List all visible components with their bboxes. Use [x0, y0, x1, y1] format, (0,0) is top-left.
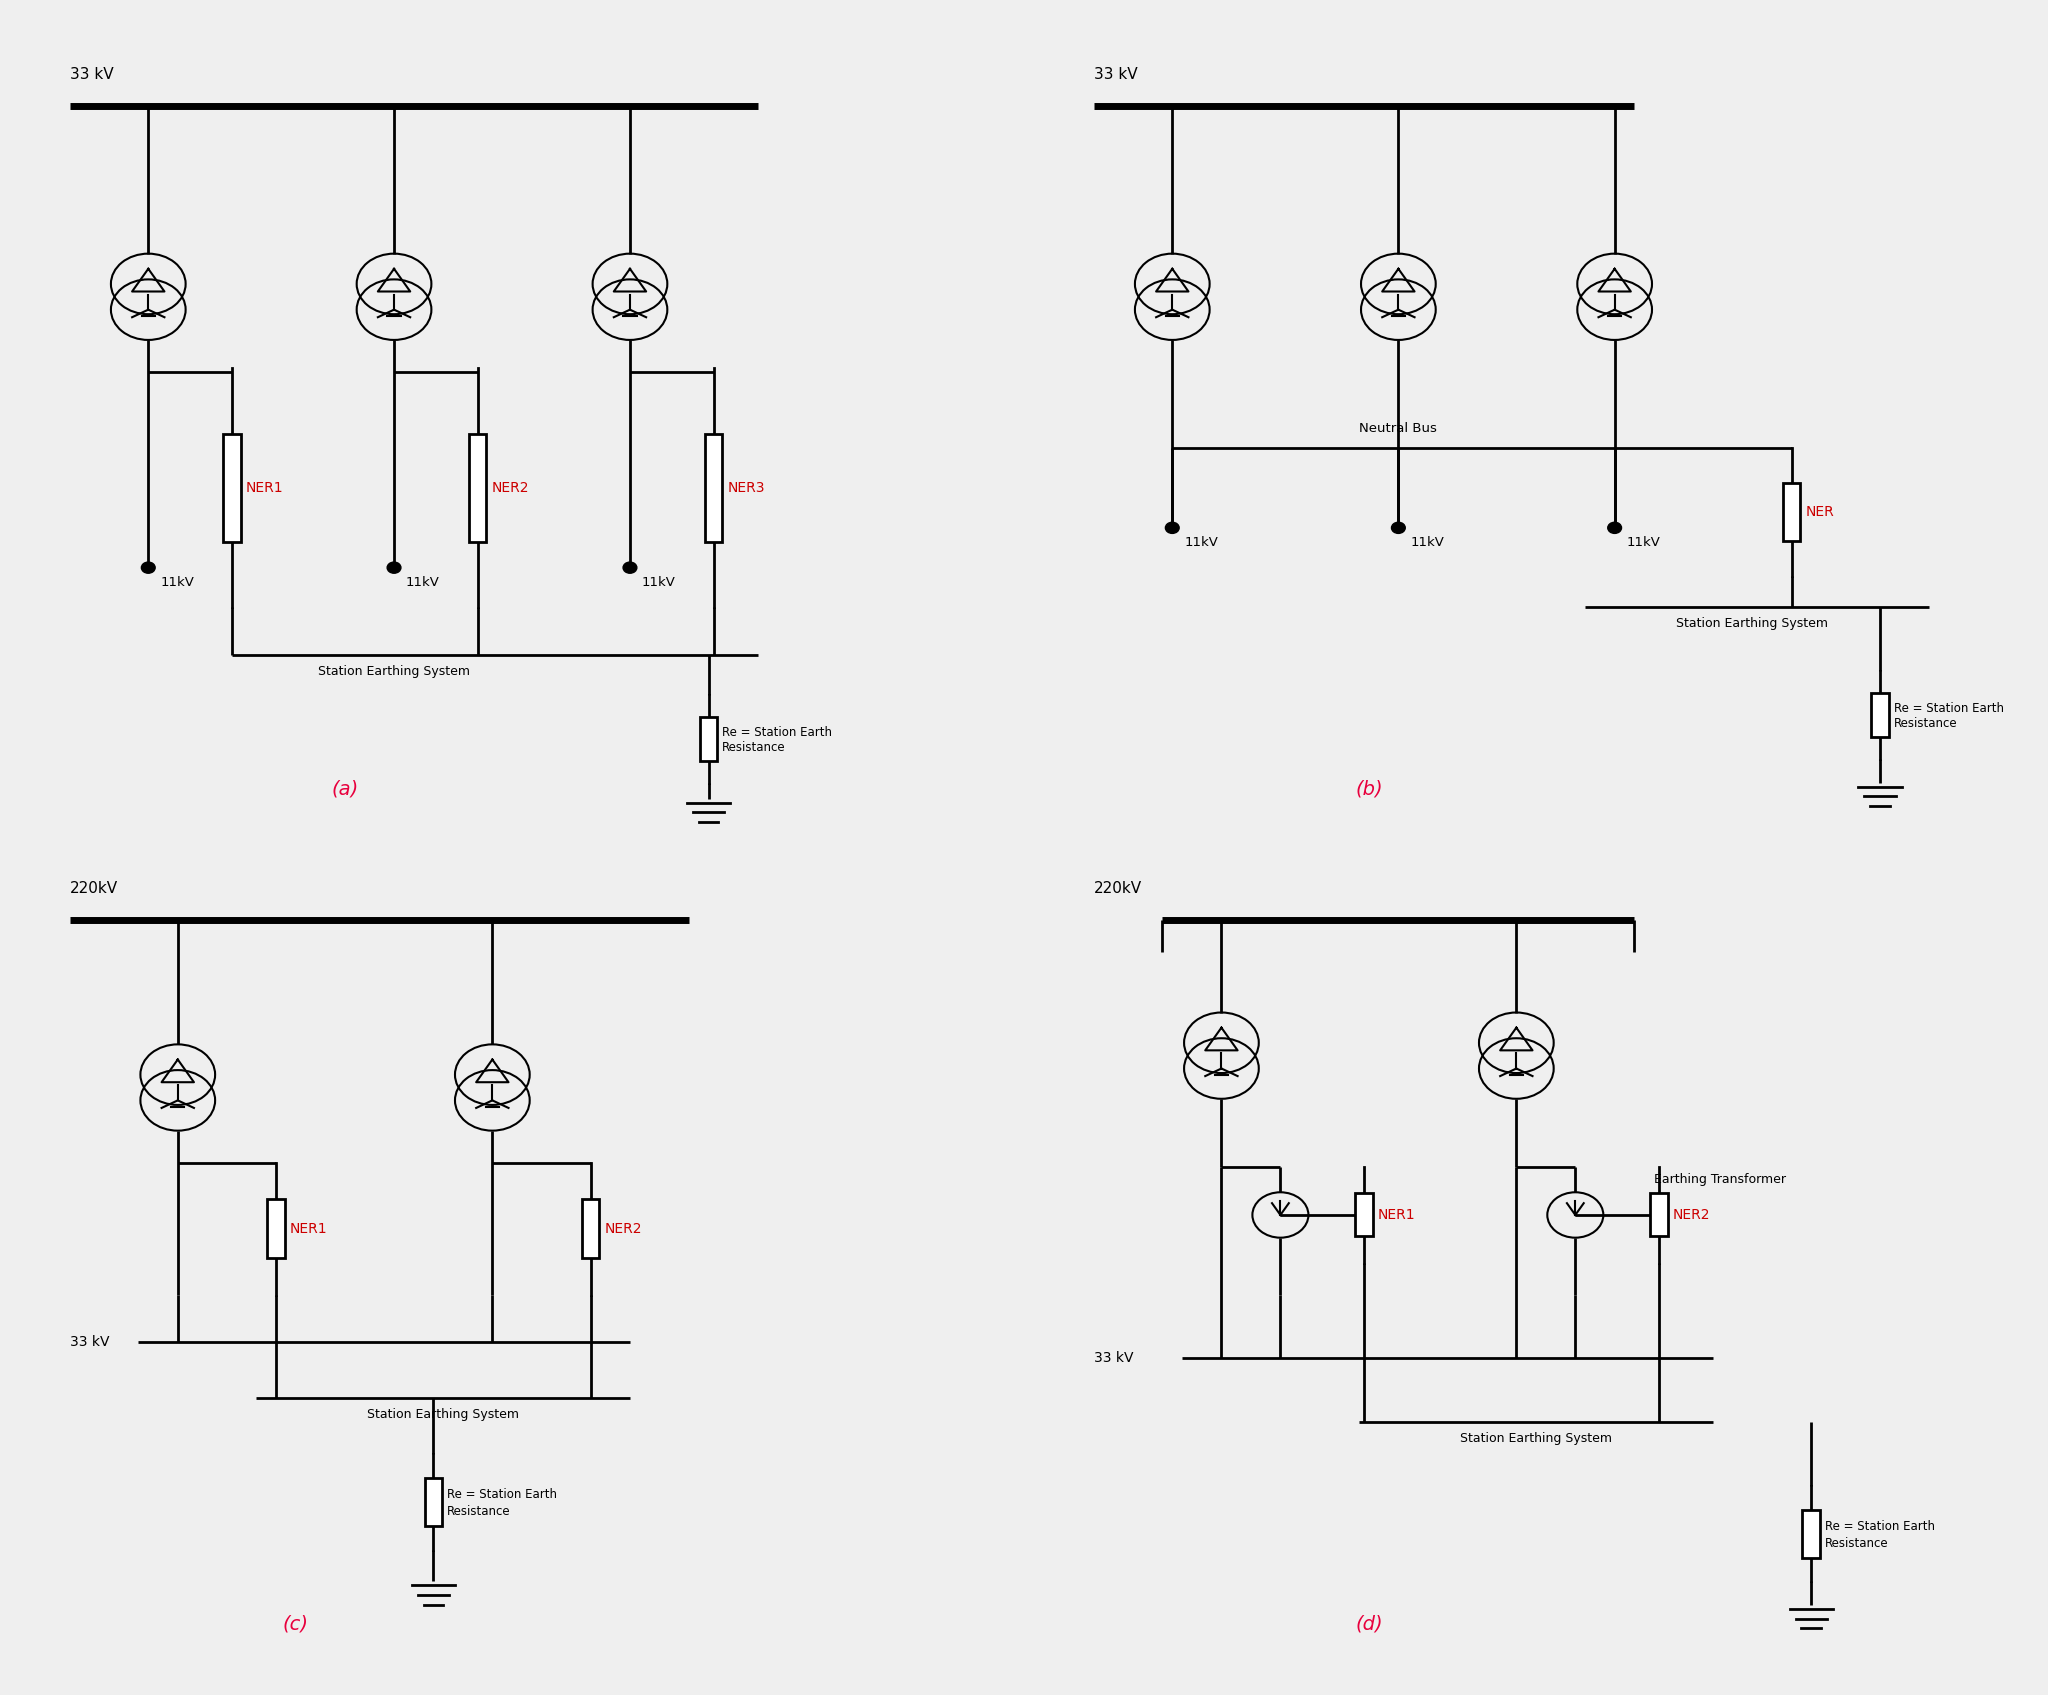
Text: NER1: NER1 [1378, 1209, 1415, 1222]
Bar [1802, 1510, 1821, 1558]
Text: 11kV: 11kV [1411, 536, 1444, 549]
Bar [1651, 1193, 1667, 1236]
Text: NER3: NER3 [727, 481, 764, 495]
Text: Station Earthing System: Station Earthing System [317, 664, 471, 678]
Text: 220kV: 220kV [70, 881, 117, 897]
Circle shape [141, 563, 156, 573]
Text: (a): (a) [332, 780, 358, 798]
Circle shape [1165, 522, 1180, 534]
Text: 11kV: 11kV [641, 576, 676, 588]
Text: Resistance: Resistance [1894, 717, 1958, 731]
Text: 33 kV: 33 kV [1094, 1351, 1133, 1366]
Text: Re = Station Earth: Re = Station Earth [1825, 1520, 1935, 1532]
Text: Re = Station Earth: Re = Station Earth [446, 1488, 557, 1502]
Bar [424, 1478, 442, 1526]
Text: Earthing Transformer: Earthing Transformer [1655, 1173, 1786, 1186]
Text: Resistance: Resistance [1825, 1537, 1888, 1549]
Text: Resistance: Resistance [446, 1505, 510, 1517]
Text: NER: NER [1806, 505, 1835, 519]
Text: 11kV: 11kV [1184, 536, 1219, 549]
Text: Station Earthing System: Station Earthing System [367, 1409, 520, 1420]
Text: 33 kV: 33 kV [1094, 66, 1137, 81]
Circle shape [1391, 522, 1405, 534]
Circle shape [1608, 522, 1622, 534]
Bar [1782, 483, 1800, 541]
Text: NER2: NER2 [492, 481, 528, 495]
Text: NER2: NER2 [1673, 1209, 1710, 1222]
Text: (c): (c) [283, 1614, 309, 1634]
Text: 220kV: 220kV [1094, 881, 1141, 897]
Text: (b): (b) [1356, 780, 1382, 798]
Bar [700, 717, 717, 761]
Bar [705, 434, 723, 542]
Text: Re = Station Earth: Re = Station Earth [1894, 702, 2003, 715]
Bar [469, 434, 487, 542]
Text: 11kV: 11kV [406, 576, 440, 588]
Text: 33 kV: 33 kV [70, 66, 113, 81]
Text: NER1: NER1 [246, 481, 283, 495]
Text: NER2: NER2 [604, 1222, 641, 1236]
Text: Station Earthing System: Station Earthing System [1675, 617, 1829, 631]
Bar [582, 1198, 600, 1258]
Text: Neutral Bus: Neutral Bus [1360, 422, 1438, 436]
Bar [1356, 1193, 1372, 1236]
Circle shape [387, 563, 401, 573]
Text: NER1: NER1 [291, 1222, 328, 1236]
Text: 33 kV: 33 kV [70, 1336, 109, 1349]
Text: 11kV: 11kV [1626, 536, 1661, 549]
Bar [266, 1198, 285, 1258]
Text: Resistance: Resistance [723, 741, 786, 754]
Text: 11kV: 11kV [160, 576, 195, 588]
Bar [1872, 693, 1888, 737]
Text: (d): (d) [1356, 1614, 1382, 1634]
Circle shape [623, 563, 637, 573]
Text: Station Earthing System: Station Earthing System [1460, 1432, 1612, 1446]
Bar [223, 434, 242, 542]
Text: Re = Station Earth: Re = Station Earth [723, 725, 831, 739]
